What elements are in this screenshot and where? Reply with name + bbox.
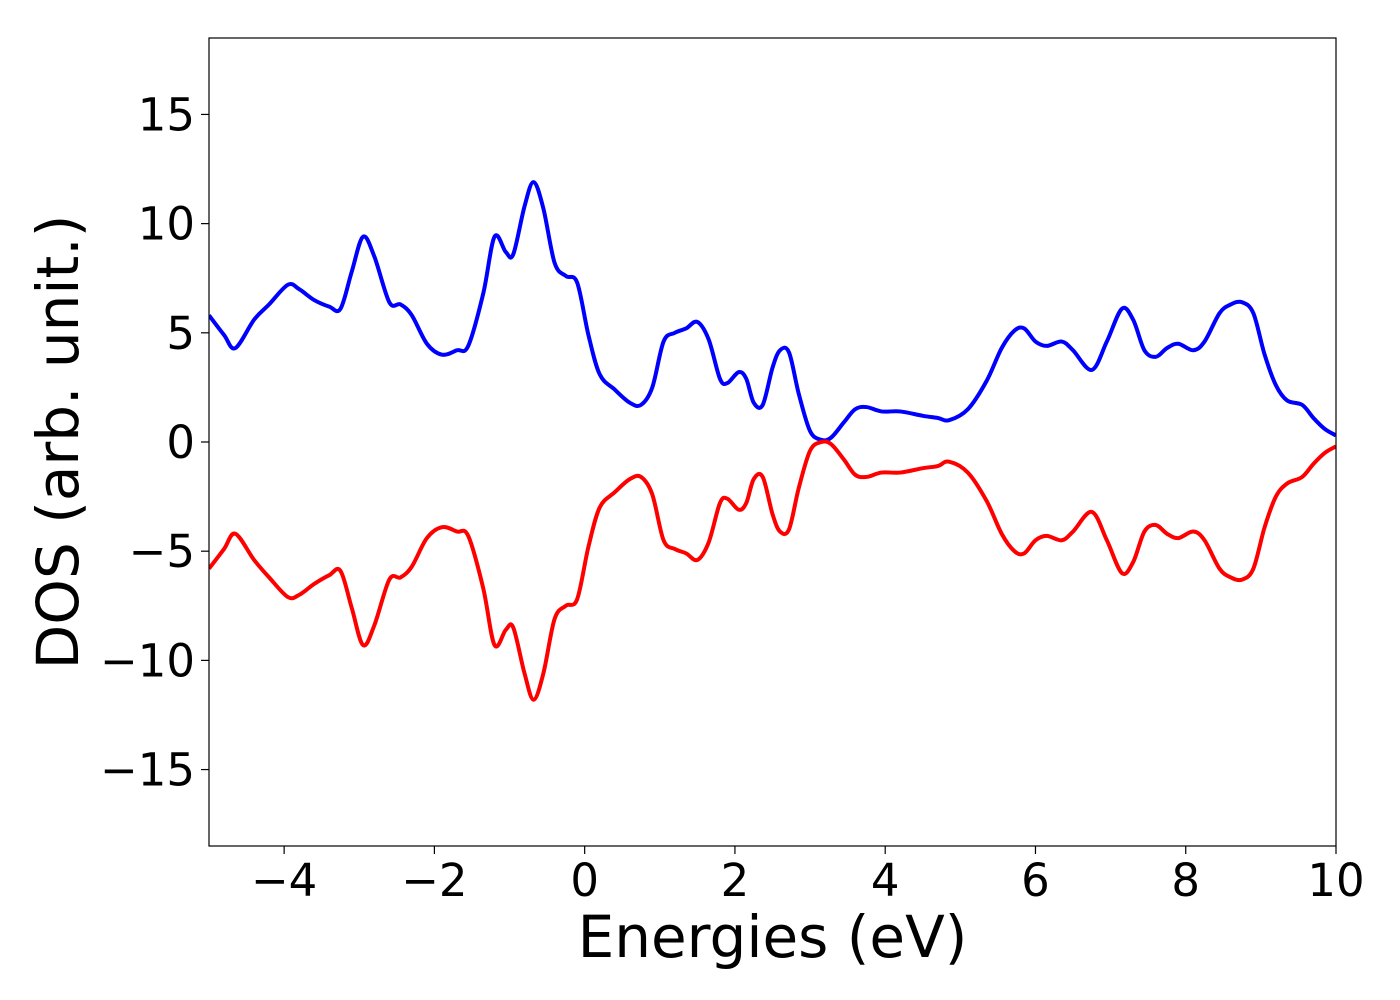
x-tick-label: −2 bbox=[401, 854, 467, 907]
series-line-2 bbox=[209, 439, 1336, 702]
x-tick-label: 2 bbox=[721, 854, 750, 907]
y-tick-label: 10 bbox=[138, 198, 195, 251]
series-line-1 bbox=[209, 180, 1336, 443]
x-tick-label: 8 bbox=[1171, 854, 1200, 907]
x-tick-label: 0 bbox=[570, 854, 599, 907]
y-tick-label: 15 bbox=[138, 88, 195, 141]
y-tick-label: 5 bbox=[166, 307, 195, 360]
x-tick-label: 6 bbox=[1021, 854, 1050, 907]
y-axis-ticks: 15 10 5 0 −5 −10 −15 bbox=[100, 88, 209, 797]
x-axis-label: Energies (eV) bbox=[578, 903, 968, 971]
y-axis-label: DOS (arb. unit.) bbox=[24, 215, 92, 670]
y-tick-label: −5 bbox=[129, 525, 195, 578]
y-tick-label: 0 bbox=[166, 416, 195, 469]
x-tick-label: −4 bbox=[251, 854, 317, 907]
x-axis-ticks: −4 −2 0 2 4 6 8 10 bbox=[251, 846, 1365, 907]
series-layer bbox=[209, 180, 1336, 702]
x-tick-label: 10 bbox=[1307, 854, 1364, 907]
y-tick-label: −10 bbox=[100, 634, 195, 687]
x-tick-label: 4 bbox=[871, 854, 900, 907]
y-tick-label: −15 bbox=[100, 744, 195, 797]
